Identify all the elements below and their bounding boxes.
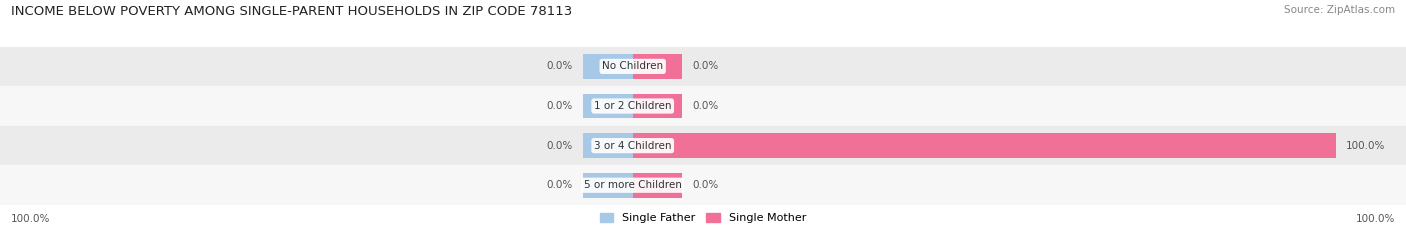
Bar [583, 173, 633, 198]
Bar [0, 47, 1406, 86]
Text: 0.0%: 0.0% [693, 101, 718, 111]
Legend: Single Father, Single Mother: Single Father, Single Mother [596, 208, 810, 227]
Bar [633, 173, 682, 198]
Text: 3 or 4 Children: 3 or 4 Children [593, 141, 672, 151]
Text: Source: ZipAtlas.com: Source: ZipAtlas.com [1284, 5, 1395, 15]
Text: 0.0%: 0.0% [547, 141, 574, 151]
Bar [0, 126, 1406, 165]
Text: INCOME BELOW POVERTY AMONG SINGLE-PARENT HOUSEHOLDS IN ZIP CODE 78113: INCOME BELOW POVERTY AMONG SINGLE-PARENT… [11, 5, 572, 18]
Text: 0.0%: 0.0% [693, 180, 718, 190]
Text: 100.0%: 100.0% [1355, 214, 1395, 224]
Bar [0, 165, 1406, 205]
Text: 1 or 2 Children: 1 or 2 Children [593, 101, 672, 111]
Text: 0.0%: 0.0% [547, 101, 574, 111]
Text: 0.0%: 0.0% [547, 62, 574, 71]
Text: 100.0%: 100.0% [1347, 141, 1386, 151]
Bar [583, 54, 633, 79]
Bar [633, 54, 682, 79]
Bar [633, 94, 682, 118]
Bar [583, 94, 633, 118]
Text: 5 or more Children: 5 or more Children [583, 180, 682, 190]
Text: No Children: No Children [602, 62, 664, 71]
Text: 0.0%: 0.0% [547, 180, 574, 190]
Bar [633, 133, 1336, 158]
Text: 0.0%: 0.0% [693, 62, 718, 71]
Text: 100.0%: 100.0% [11, 214, 51, 224]
Bar [0, 86, 1406, 126]
Bar [583, 133, 633, 158]
